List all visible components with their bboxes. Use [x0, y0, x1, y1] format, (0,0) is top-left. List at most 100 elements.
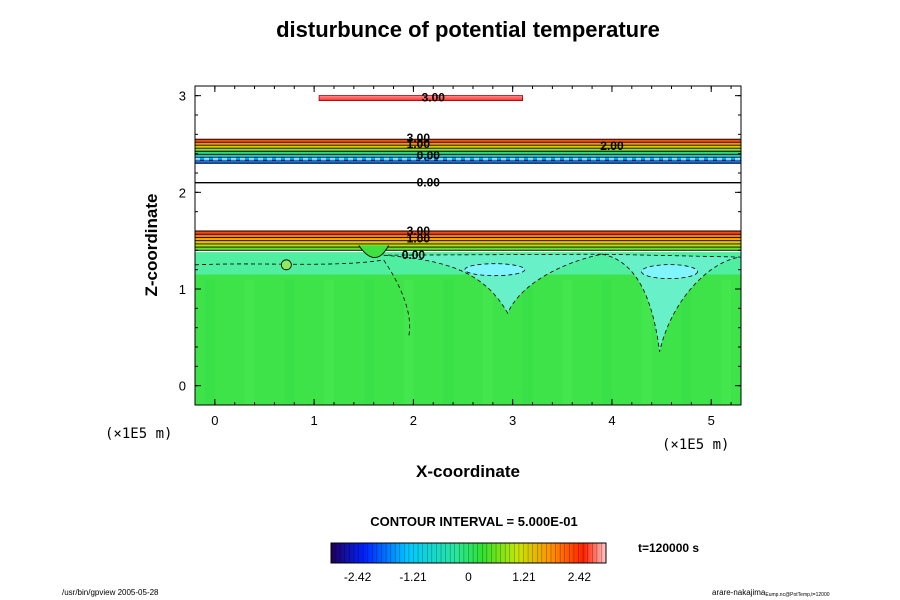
band-tile	[303, 157, 308, 161]
plot-area: 3.003.001.00 2.000.000.003.001.000.00	[195, 91, 741, 405]
band-tile	[393, 157, 398, 161]
band-tile	[276, 157, 281, 161]
band-tile	[681, 157, 686, 161]
band-tile	[420, 157, 425, 161]
field-streak	[363, 279, 374, 405]
colorbar-tick-label: 2.42	[568, 570, 592, 584]
band-tile	[672, 157, 677, 161]
z-unit-label: (×1E5 m)	[105, 426, 172, 442]
band-tile	[636, 157, 641, 161]
band-tile	[294, 157, 299, 161]
band-tile	[402, 157, 407, 161]
band-tile	[339, 157, 344, 161]
field-streak	[681, 279, 692, 405]
field-streak	[522, 279, 533, 405]
contour-label: 1.00	[407, 232, 431, 246]
band-tile	[573, 157, 578, 161]
colorbar-tick-label: -1.21	[399, 570, 427, 584]
band-tile	[708, 157, 713, 161]
band-tile	[618, 157, 623, 161]
band-tile	[465, 157, 470, 161]
x-tick-label: 1	[311, 413, 318, 428]
field-streak	[204, 279, 215, 405]
band-tile	[582, 157, 587, 161]
band-tile	[600, 157, 605, 161]
y-axis-ticks: 0 1 2 3	[179, 89, 741, 406]
field-streak	[641, 279, 652, 405]
colorbar-tick-label: 0	[465, 570, 472, 584]
band-tile	[474, 157, 479, 161]
band-tile	[438, 157, 443, 161]
contour-dip	[358, 245, 389, 259]
y-tick-label: 1	[179, 282, 186, 297]
band-tile	[312, 157, 317, 161]
band-tile	[663, 157, 668, 161]
neg-contour	[383, 253, 603, 315]
field-streak	[443, 279, 454, 405]
x-tick-label: 2	[410, 413, 417, 428]
band-tile	[258, 157, 263, 161]
band-tile	[690, 157, 695, 161]
y-tick-label: 3	[179, 89, 186, 104]
band-tile	[609, 157, 614, 161]
band-tile	[366, 157, 371, 161]
cold-plume-2	[602, 254, 741, 352]
field-streak	[562, 279, 573, 405]
band-tile	[411, 157, 416, 161]
band-tile	[321, 157, 326, 161]
chart-title: disturbunce of potential temperature	[276, 17, 660, 42]
band-tile	[510, 157, 515, 161]
band-tile	[456, 157, 461, 161]
band-tile	[357, 157, 362, 161]
band-tile	[546, 157, 551, 161]
band-tile	[231, 157, 236, 161]
band-tile	[501, 157, 506, 161]
band-tile	[195, 157, 200, 161]
band-tile	[564, 157, 569, 161]
band-tile	[627, 157, 632, 161]
band-tile	[348, 157, 353, 161]
band-tile	[483, 157, 488, 161]
y-axis-label: Z-coordinate	[142, 194, 161, 297]
band-tile	[654, 157, 659, 161]
colorbar-ticks: -2.42 -1.21 0 1.21 2.42	[344, 570, 592, 584]
x-axis-ticks: 0 1 2 3 4 5	[194, 86, 732, 428]
cold-plume-1	[383, 254, 603, 314]
footer-left: /usr/bin/gpview 2005-05-28	[62, 588, 159, 597]
band-tile	[249, 157, 254, 161]
field-streak	[324, 279, 335, 405]
band-tile	[645, 157, 650, 161]
contour-label: 0.00	[402, 248, 426, 262]
band-tile	[726, 157, 731, 161]
small-circle-contour	[280, 259, 292, 271]
band-tile	[375, 157, 380, 161]
colorbar-tick-label: 1.21	[512, 570, 536, 584]
contour-label: 2.00	[600, 139, 624, 153]
band-tile	[213, 157, 218, 161]
band-tile	[285, 157, 290, 161]
footer-right-main: arare-nakajimaEump.nc@PotTemp,t=12000	[712, 588, 830, 598]
band-tile	[735, 157, 740, 161]
band-tile	[447, 157, 452, 161]
band-tile	[222, 157, 227, 161]
field-streak	[284, 279, 295, 405]
contour-label: 0.00	[417, 176, 441, 190]
band-tile	[519, 157, 524, 161]
band-tile	[555, 157, 560, 161]
band-tile	[699, 157, 704, 161]
contour-interval-label: CONTOUR INTERVAL = 5.000E-01	[370, 514, 577, 529]
colorbar-divisions	[335, 543, 602, 563]
band-tile	[492, 157, 497, 161]
field-streak	[403, 279, 414, 405]
band-tile	[267, 157, 272, 161]
field-streak	[602, 279, 613, 405]
field-streak	[721, 279, 732, 405]
cold-core-1	[464, 263, 525, 276]
top-warm-strip	[318, 95, 524, 101]
y-tick-label: 2	[179, 185, 186, 200]
contour-label: 3.00	[422, 91, 446, 105]
band-tile	[528, 157, 533, 161]
field-streak	[482, 279, 493, 405]
colorbar-tick-label: -2.42	[344, 570, 372, 584]
